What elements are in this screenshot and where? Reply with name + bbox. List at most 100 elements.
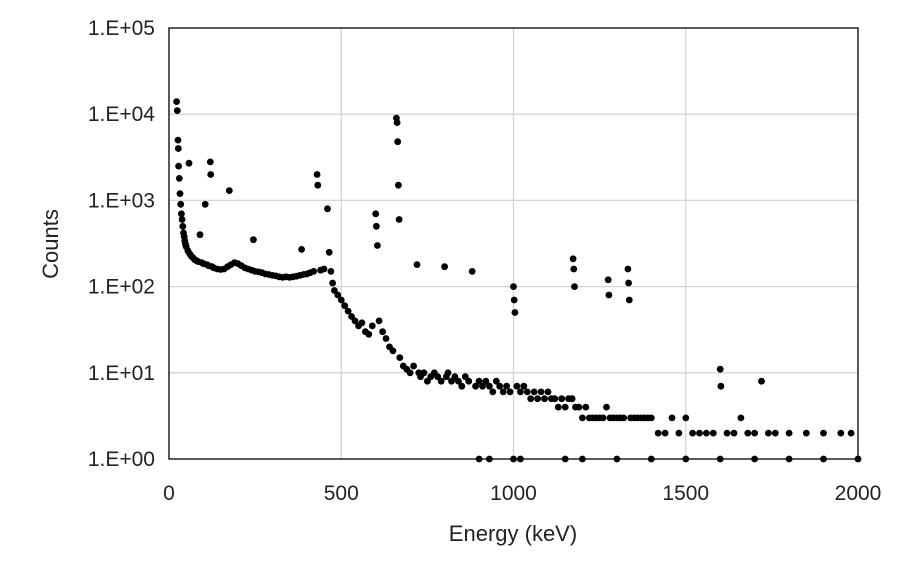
data-point	[486, 455, 493, 463]
data-point	[375, 317, 383, 325]
data-point	[337, 296, 345, 304]
data-point	[176, 190, 184, 198]
data-point	[372, 210, 380, 218]
data-point	[675, 429, 683, 437]
data-point	[174, 136, 182, 144]
data-point	[624, 265, 632, 273]
data-point	[709, 429, 717, 437]
data-point	[298, 246, 305, 253]
data-point	[551, 395, 559, 403]
data-point	[351, 317, 359, 325]
data-point	[410, 362, 417, 370]
data-point	[751, 455, 758, 463]
data-point	[174, 145, 182, 152]
data-point	[837, 429, 845, 437]
data-point	[444, 369, 452, 377]
data-point	[620, 414, 628, 422]
data-point	[396, 354, 404, 361]
data-point	[530, 388, 538, 396]
data-point	[475, 377, 483, 385]
data-point	[517, 455, 524, 463]
data-point	[320, 265, 328, 273]
data-point	[173, 98, 181, 105]
data-point	[534, 395, 541, 403]
data-point	[689, 429, 696, 437]
data-point	[327, 268, 335, 275]
data-point	[374, 242, 381, 249]
data-point	[785, 429, 793, 437]
data-point	[486, 382, 493, 390]
data-point	[179, 222, 187, 230]
data-point	[520, 382, 528, 390]
data-point	[513, 382, 521, 390]
data-point	[661, 429, 669, 437]
data-point	[441, 263, 448, 271]
data-point	[647, 455, 655, 463]
data-point	[758, 377, 765, 385]
data-point	[196, 231, 204, 239]
data-point	[482, 377, 490, 385]
data-point	[413, 261, 421, 268]
data-point	[310, 268, 318, 275]
data-point	[492, 377, 500, 385]
data-point	[723, 429, 731, 437]
data-point	[395, 216, 403, 223]
data-point	[785, 455, 793, 463]
data-point	[682, 414, 690, 422]
data-point	[465, 377, 473, 385]
data-point	[389, 347, 397, 355]
data-point	[802, 429, 810, 437]
x-axis-ticks: 0 500 1000 1500 2000	[163, 482, 881, 505]
data-point	[406, 369, 414, 377]
data-point	[854, 455, 862, 463]
data-point	[365, 330, 373, 338]
data-point	[625, 296, 633, 304]
data-point	[668, 414, 676, 422]
data-point	[744, 429, 752, 437]
data-point	[654, 429, 662, 437]
data-point	[751, 429, 758, 437]
data-point	[314, 181, 322, 189]
y-tick-label: 1.E+05	[88, 17, 155, 40]
data-point	[175, 175, 183, 182]
data-point	[173, 107, 181, 114]
data-point	[696, 429, 703, 437]
data-point	[510, 455, 517, 463]
y-tick-label: 1.E+01	[88, 362, 155, 385]
data-point	[820, 455, 827, 463]
data-point	[373, 222, 380, 230]
x-tick-label: 1500	[662, 482, 709, 505]
data-point	[568, 395, 576, 403]
data-point	[185, 159, 193, 167]
data-point	[603, 403, 610, 411]
data-point	[605, 291, 613, 299]
y-axis-title: Counts	[38, 209, 63, 279]
x-tick-label: 500	[324, 482, 359, 505]
data-point	[517, 388, 524, 396]
data-point	[313, 171, 321, 178]
x-tick-label: 1000	[490, 482, 537, 505]
data-point	[393, 119, 401, 126]
data-point	[207, 171, 215, 178]
data-point	[523, 388, 531, 396]
data-point	[175, 162, 183, 170]
data-point	[368, 322, 376, 330]
x-axis-title: Energy (keV)	[449, 521, 577, 546]
data-point	[395, 181, 402, 189]
y-tick-label: 1.E+04	[88, 103, 155, 126]
data-point	[847, 429, 855, 437]
data-point	[506, 388, 514, 396]
data-point	[499, 388, 507, 396]
data-point	[716, 365, 724, 373]
data-point	[503, 382, 510, 390]
data-point	[468, 268, 476, 275]
data-point	[717, 382, 725, 390]
x-tick-label: 2000	[835, 482, 882, 505]
data-point	[455, 377, 462, 385]
data-point	[344, 307, 352, 315]
data-point	[358, 319, 366, 327]
data-point	[570, 265, 578, 273]
data-point	[730, 429, 738, 437]
data-point	[394, 138, 402, 146]
